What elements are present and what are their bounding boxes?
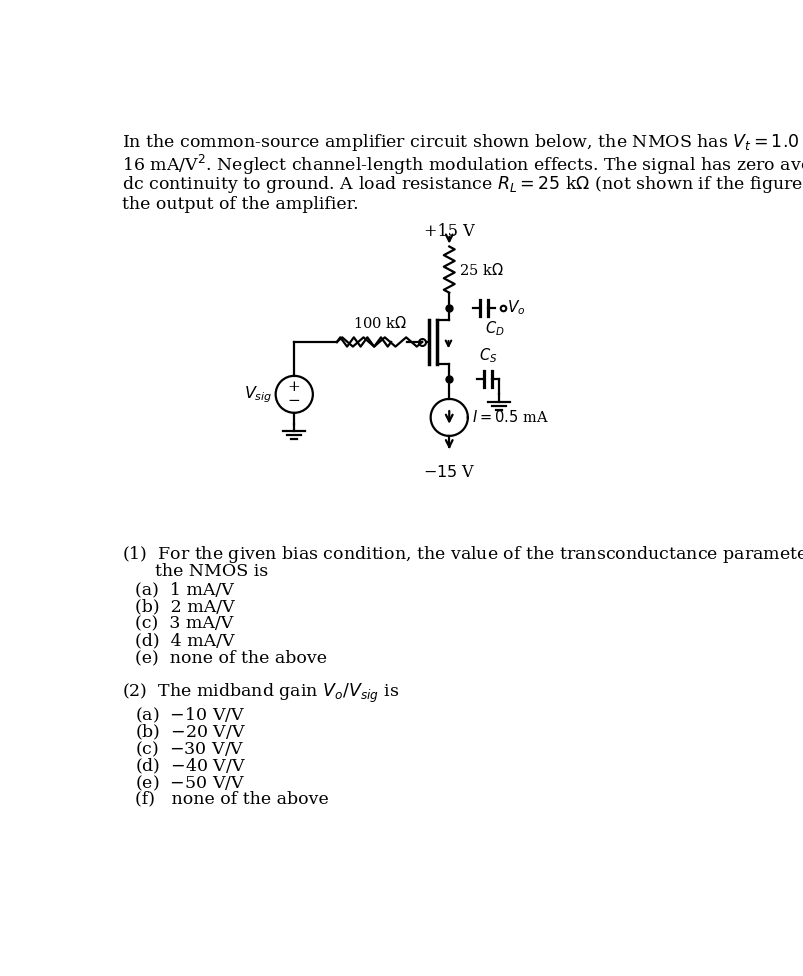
Text: −: −	[287, 394, 300, 408]
Text: (f)   none of the above: (f) none of the above	[134, 791, 328, 808]
Text: $-15$ V: $-15$ V	[422, 464, 475, 480]
Text: 100 k$\Omega$: 100 k$\Omega$	[352, 315, 406, 331]
Text: the output of the amplifier.: the output of the amplifier.	[122, 195, 358, 213]
Text: (a)  1 mA/V: (a) 1 mA/V	[134, 582, 233, 598]
Text: the NMOS is: the NMOS is	[122, 563, 268, 580]
Text: (b)  $-$20 V/V: (b) $-$20 V/V	[134, 723, 246, 743]
Text: $V_o$: $V_o$	[506, 299, 524, 317]
Text: dc continuity to ground. A load resistance $R_L = 25$ k$\Omega$ (not shown if th: dc continuity to ground. A load resistan…	[122, 174, 803, 195]
Text: (c)  $-$30 V/V: (c) $-$30 V/V	[134, 740, 244, 759]
Text: $C_D$: $C_D$	[484, 319, 504, 338]
Text: (1)  For the given bias condition, the value of the transconductance parameter $: (1) For the given bias condition, the va…	[122, 545, 803, 565]
Text: (d)  4 mA/V: (d) 4 mA/V	[134, 632, 234, 649]
Text: In the common-source amplifier circuit shown below, the NMOS has $V_t = 1.0$ V a: In the common-source amplifier circuit s…	[122, 131, 803, 153]
Text: 25 k$\Omega$: 25 k$\Omega$	[458, 262, 503, 277]
Text: $V_{sig}$: $V_{sig}$	[244, 384, 272, 405]
Text: +15 V: +15 V	[423, 224, 474, 240]
Text: (2)  The midband gain $V_o/V_{sig}$ is: (2) The midband gain $V_o/V_{sig}$ is	[122, 681, 399, 705]
Text: +: +	[287, 381, 300, 394]
Text: $I = 0.5$ mA: $I = 0.5$ mA	[471, 409, 548, 426]
Text: (e)  none of the above: (e) none of the above	[134, 649, 326, 667]
Text: $C_S$: $C_S$	[479, 346, 496, 365]
Text: (e)  $-$50 V/V: (e) $-$50 V/V	[134, 774, 245, 793]
Text: (c)  3 mA/V: (c) 3 mA/V	[134, 615, 233, 632]
Text: (d)  $-$40 V/V: (d) $-$40 V/V	[134, 757, 246, 776]
Text: (a)  $-$10 V/V: (a) $-$10 V/V	[134, 707, 245, 725]
Text: (b)  2 mA/V: (b) 2 mA/V	[134, 598, 234, 616]
Text: 16 mA/V$^2$. Neglect channel-length modulation effects. The signal has zero aver: 16 mA/V$^2$. Neglect channel-length modu…	[122, 152, 803, 177]
